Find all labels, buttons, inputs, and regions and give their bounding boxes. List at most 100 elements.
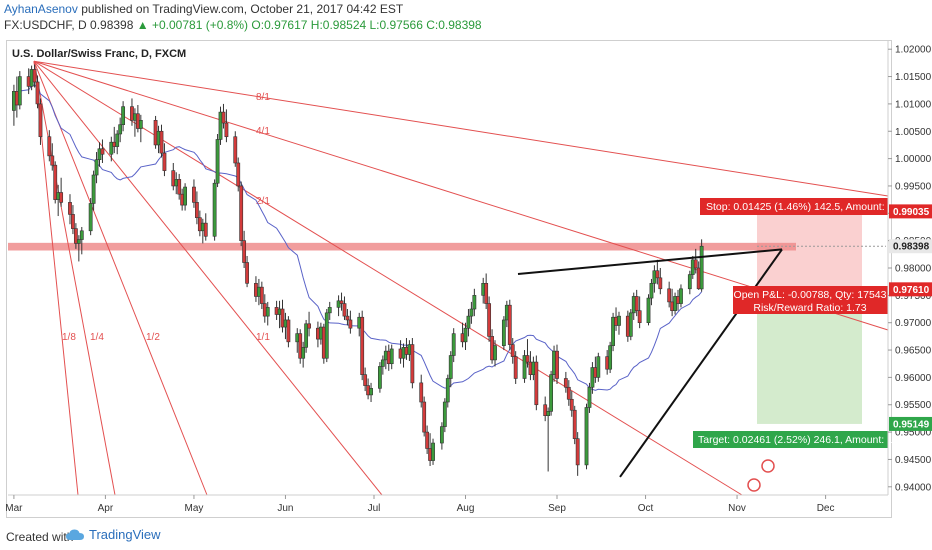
resistance-zone[interactable] (8, 242, 796, 251)
candle-body[interactable] (649, 283, 654, 299)
candle-body[interactable] (431, 442, 435, 461)
candle-body[interactable] (584, 407, 589, 466)
candle-body[interactable] (422, 401, 427, 433)
candle-body[interactable] (301, 347, 306, 359)
candle-body[interactable] (192, 186, 196, 203)
candle-body[interactable] (239, 185, 244, 241)
candle-body[interactable] (410, 344, 415, 384)
candle-body[interactable] (195, 202, 199, 218)
candle-body[interactable] (587, 386, 592, 408)
candle-body[interactable] (525, 355, 530, 363)
candle-body[interactable] (543, 404, 548, 416)
candle-body[interactable] (699, 245, 704, 290)
candle-body[interactable] (138, 120, 143, 129)
candle-body[interactable] (324, 312, 329, 359)
candle-body[interactable] (363, 374, 368, 386)
candle-body[interactable] (634, 296, 639, 311)
candle-body[interactable] (369, 388, 373, 396)
candle-body[interactable] (88, 203, 93, 232)
candle-body[interactable] (501, 319, 506, 346)
candle-body[interactable] (646, 297, 651, 323)
candle-body[interactable] (608, 345, 613, 370)
candle-body[interactable] (451, 333, 456, 356)
gann-line[interactable] (33, 60, 889, 331)
candle-body[interactable] (171, 170, 176, 187)
candle-body[interactable] (448, 355, 453, 379)
candle-body[interactable] (79, 230, 84, 240)
candle-body[interactable] (91, 174, 96, 204)
candle-body[interactable] (611, 316, 615, 346)
gann-line[interactable] (33, 61, 116, 496)
tradingview-brand[interactable]: TradingView (66, 527, 161, 542)
candle-body[interactable] (236, 162, 241, 187)
candle-body[interactable] (115, 133, 120, 147)
candle-body[interactable] (566, 386, 571, 400)
candle-body[interactable] (484, 283, 489, 304)
candle-body[interactable] (572, 409, 577, 439)
candle-body[interactable] (224, 122, 229, 138)
candle-body[interactable] (345, 315, 350, 321)
candle-body[interactable] (218, 111, 223, 140)
candle-body[interactable] (667, 288, 672, 303)
candle-body[interactable] (73, 228, 78, 244)
candle-body[interactable] (50, 155, 55, 166)
candle-body[interactable] (233, 136, 238, 164)
candle-body[interactable] (118, 124, 123, 135)
candle-body[interactable] (575, 438, 580, 466)
candle-body[interactable] (298, 333, 303, 359)
candle-body[interactable] (242, 240, 247, 263)
gann-line[interactable] (33, 60, 743, 496)
candle-body[interactable] (596, 356, 601, 378)
candle-body[interactable] (445, 378, 450, 403)
wedge-upper-line[interactable] (517, 248, 783, 276)
candle-body[interactable] (546, 411, 551, 416)
candle-body[interactable] (389, 348, 394, 365)
candle-body[interactable] (658, 277, 663, 290)
candle-body[interactable] (569, 398, 574, 411)
gann-line[interactable] (33, 60, 383, 496)
candle-body[interactable] (348, 319, 353, 329)
candle-body[interactable] (94, 159, 99, 176)
candle-body[interactable] (419, 382, 424, 403)
candle-body[interactable] (513, 356, 518, 379)
author-link[interactable]: AyhanAsenov (4, 2, 78, 16)
candle-body[interactable] (215, 139, 220, 184)
candle-body[interactable] (425, 431, 430, 449)
candle-body[interactable] (38, 103, 43, 138)
event-flag-icon[interactable] (747, 478, 761, 492)
candle-body[interactable] (342, 303, 347, 317)
candle-body[interactable] (203, 222, 208, 237)
event-icon[interactable] (761, 459, 775, 473)
candle-body[interactable] (628, 312, 633, 337)
candle-body[interactable] (507, 304, 512, 345)
candle-body[interactable] (378, 366, 382, 389)
candle-body[interactable] (442, 401, 447, 427)
candle-body[interactable] (469, 308, 474, 317)
candle-body[interactable] (617, 315, 621, 326)
candle-body[interactable] (339, 300, 344, 304)
gann-line[interactable] (33, 60, 889, 197)
candle-body[interactable] (109, 141, 114, 155)
candle-body[interactable] (121, 106, 126, 125)
candle-body[interactable] (655, 270, 660, 279)
candle-body[interactable] (59, 192, 64, 203)
candle-body[interactable] (280, 308, 285, 328)
candle-body[interactable] (71, 214, 75, 229)
candle-body[interactable] (162, 152, 167, 171)
candle-body[interactable] (380, 359, 385, 367)
candle-body[interactable] (466, 315, 471, 329)
candle-body[interactable] (493, 345, 497, 361)
candle-body[interactable] (35, 81, 40, 105)
candle-body[interactable] (472, 295, 477, 310)
candle-body[interactable] (687, 274, 692, 290)
candle-body[interactable] (68, 202, 72, 215)
candle-body[interactable] (555, 350, 559, 379)
candle-body[interactable] (304, 323, 309, 348)
candle-body[interactable] (336, 300, 341, 308)
candle-body[interactable] (327, 307, 332, 314)
candle-body[interactable] (439, 426, 444, 444)
candle-body[interactable] (549, 374, 553, 412)
candle-body[interactable] (100, 148, 105, 155)
candle-body[interactable] (360, 316, 365, 375)
